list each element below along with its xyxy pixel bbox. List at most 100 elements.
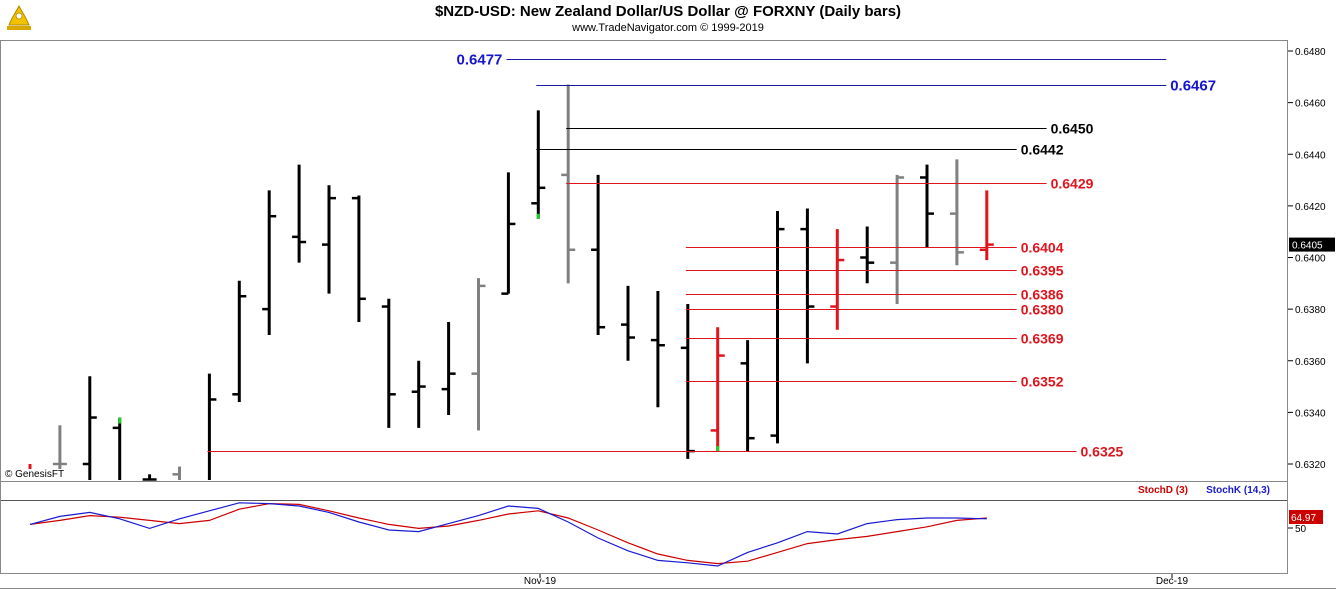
y-tick-label: 0.6340 [1295, 408, 1326, 419]
level-label: 0.6395 [1021, 263, 1064, 279]
ohlc-bar [351, 195, 366, 323]
ohlc-bar [860, 226, 875, 284]
ohlc-bar [411, 360, 426, 428]
ohlc-bar [172, 466, 181, 480]
ohlc-bar [441, 322, 456, 415]
y-tick: 0.6400 [1288, 254, 1326, 265]
level-label: 0.6467 [1170, 78, 1216, 95]
legend-stochk: StochK (14,3) [1206, 485, 1270, 496]
y-tick-label: 0.6320 [1295, 460, 1326, 471]
ohlc-bar [142, 474, 157, 481]
ohlc-bar [979, 190, 994, 261]
y-tick: 0.6360 [1288, 357, 1326, 368]
stoch-current-box [1289, 510, 1323, 524]
stoch-line [29, 502, 987, 567]
ohlc-bar [322, 185, 336, 294]
level-0.6477: 0.6477 [457, 52, 1167, 69]
x-tick: Dec-19 [1156, 574, 1189, 587]
y-tick: 0.6320 [1288, 460, 1326, 471]
price-series [23, 84, 994, 481]
y-tick: 0.6380 [1288, 305, 1326, 316]
ohlc-bar [920, 164, 934, 248]
ohlc-bar [82, 376, 97, 480]
ohlc-bar [471, 278, 486, 431]
copyright-label: © GenesisFT [5, 469, 65, 480]
chart-subtitle: www.TradeNavigator.com © 1999-2019 [572, 22, 764, 34]
level-0.6325: 0.6325 [207, 444, 1124, 460]
level-label: 0.6325 [1081, 444, 1124, 460]
ohlc-bar [710, 327, 725, 452]
level-label: 0.6442 [1021, 142, 1064, 158]
level-0.6386: 0.6386 [685, 287, 1064, 303]
ohlc-bar [501, 172, 516, 295]
ohlc-bar [650, 291, 665, 408]
ohlc-bar [740, 340, 755, 452]
x-axis: Nov-19 Dec-19 [524, 574, 1189, 587]
level-label: 0.6477 [457, 52, 503, 69]
y-tick: 0.6340 [1288, 408, 1326, 419]
level-0.6369: 0.6369 [685, 331, 1064, 347]
ohlc-bar [207, 373, 217, 480]
y-tick-label: 0.6400 [1295, 254, 1326, 265]
level-0.6352: 0.6352 [685, 374, 1064, 390]
level-label: 0.6369 [1021, 331, 1064, 347]
y-tick-label: 0.6360 [1295, 357, 1326, 368]
genesis-logo-icon [7, 4, 31, 30]
ohlc-bar [381, 298, 396, 428]
x-tick-label: Nov-19 [524, 576, 557, 587]
stoch-current-label: 64.97 [1291, 513, 1316, 524]
level-label: 0.6404 [1021, 240, 1064, 256]
stoch-y-tick: 50 [1288, 524, 1307, 535]
y-tick: 0.6440 [1288, 150, 1326, 161]
level-0.6450: 0.6450 [566, 121, 1094, 137]
y-tick-label: 0.6380 [1295, 305, 1326, 316]
ohlc-bar [112, 417, 122, 480]
ohlc-bar [262, 190, 277, 335]
level-0.6380: 0.6380 [685, 302, 1064, 318]
y-tick-label: 0.6480 [1295, 47, 1326, 58]
ohlc-bar [890, 174, 905, 304]
ohlc-bar [830, 229, 845, 330]
ohlc-bar [949, 159, 964, 266]
stoch-panel-frame [0, 481, 1288, 574]
y-tick-label: 0.6440 [1295, 150, 1326, 161]
current-price-box [1289, 237, 1335, 252]
ohlc-bar [621, 285, 635, 361]
price-panel-frame [0, 40, 1288, 482]
ohlc-bar [770, 211, 785, 444]
level-0.6404: 0.6404 [685, 240, 1064, 256]
x-tick: Nov-19 [524, 574, 557, 587]
level-0.6395: 0.6395 [685, 263, 1064, 279]
level-0.6467: 0.6467 [536, 78, 1216, 95]
price-levels: 0.6477 0.6467 0.6450 0.6442 0.6429 0.6404 0.63… [207, 52, 1216, 460]
chart-title: $NZD-USD: New Zealand Dollar/US Dollar @… [434, 3, 902, 20]
legend-stochd: StochD (3) [1138, 485, 1188, 496]
y-tick: 0.6480 [1288, 47, 1326, 58]
level-label: 0.6450 [1051, 121, 1094, 137]
level-label: 0.6429 [1051, 176, 1094, 192]
ohlc-bar [591, 174, 606, 335]
level-0.6429: 0.6429 [566, 176, 1094, 192]
ohlc-bar [292, 164, 307, 263]
level-label: 0.6386 [1021, 287, 1064, 303]
stoch-legend: StochD (3) StochK (14,3) [1138, 485, 1270, 496]
stoch-line [29, 502, 987, 565]
y-tick: 0.6460 [1288, 99, 1326, 110]
level-label: 0.6380 [1021, 302, 1064, 318]
current-price-label: 0.6405 [1292, 241, 1323, 252]
ohlc-bar [800, 208, 815, 364]
y-tick-label: 0.6420 [1295, 202, 1326, 213]
price-y-axis: 0.6480 0.6460 0.6440 0.6420 0.6400 0.6380 0.63… [1288, 47, 1335, 471]
y-tick-label: 0.6460 [1295, 99, 1326, 110]
level-0.6442: 0.6442 [536, 142, 1064, 158]
stoch-y-tick-label: 50 [1295, 524, 1307, 535]
stoch-current-badge: 64.97 [1289, 510, 1323, 524]
level-label: 0.6352 [1021, 374, 1064, 390]
ohlc-bar [531, 110, 546, 219]
x-tick-label: Dec-19 [1156, 576, 1189, 587]
ohlc-bar [232, 280, 247, 403]
current-price-badge: 0.6405 [1289, 237, 1335, 252]
y-tick: 0.6420 [1288, 202, 1326, 213]
